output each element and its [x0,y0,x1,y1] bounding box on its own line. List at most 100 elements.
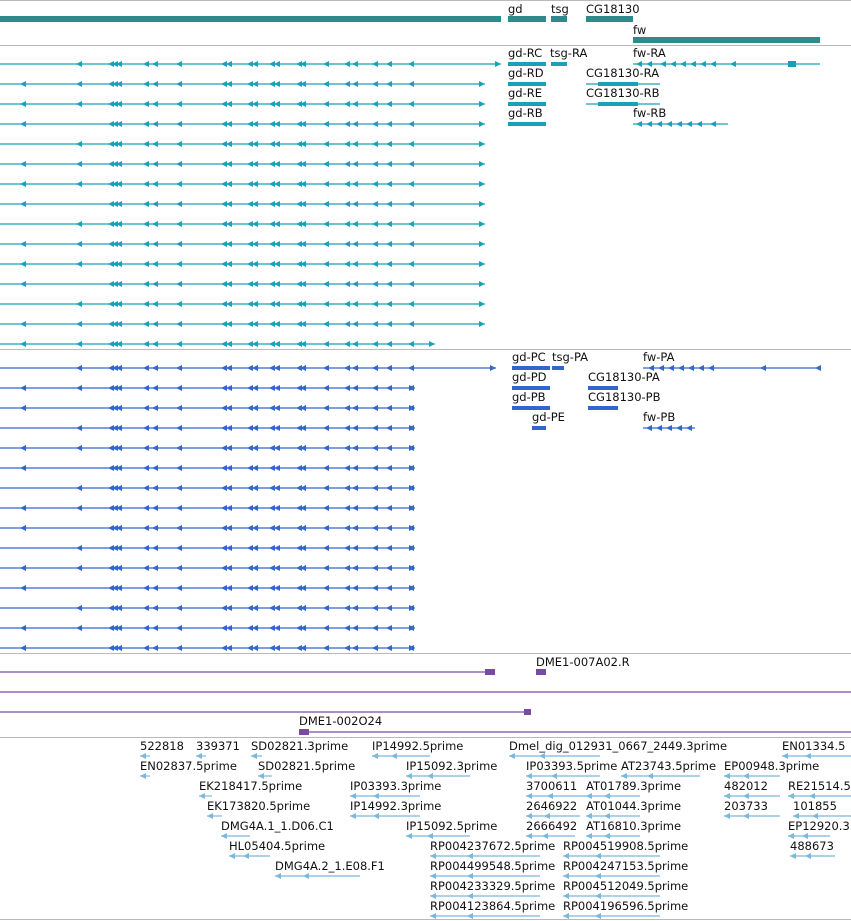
clone-label-dme1-002o24[interactable]: DME1-002O24 [299,714,383,728]
est-label[interactable]: IP03393.5prime [526,759,618,773]
est-label[interactable]: 488673 [790,839,834,853]
est-label[interactable]: 522818 [140,739,184,753]
est-label[interactable]: EN01334.5 [782,739,846,753]
est-label[interactable]: EP12920.3 [788,819,850,833]
est-label[interactable]: SD02821.5prime [258,759,356,773]
protein-label-gd-pe[interactable]: gd-PE [532,410,565,424]
strand-arrow [152,141,158,147]
strand-arrow [344,141,350,147]
est-label[interactable]: DMG4A.1_1.D06.C1 [221,819,334,833]
est-label[interactable]: AT01789.3prime [586,779,682,793]
transcript-label-gd-rd[interactable]: gd-RD [508,66,544,80]
est-label[interactable]: IP15092.3prime [406,759,498,773]
strand-arrow [352,61,358,67]
est-label[interactable]: 203733 [724,799,768,813]
strand-arrow [526,793,532,799]
strand-arrow [221,201,227,207]
est-label[interactable]: RP004519908.5prime [563,839,689,853]
strand-arrow [112,241,118,247]
strand-arrow [252,81,258,87]
strand-arrow [176,565,182,571]
exon-block [512,406,550,410]
protein-label-gd-pc[interactable]: gd-PC [512,350,546,364]
strand-arrow [676,121,682,127]
strand-arrow [274,121,280,127]
est-label[interactable]: 482012 [724,779,768,793]
strand-arrow [300,341,306,347]
est-label[interactable]: EN02837.5prime [140,759,237,773]
transcript-label-fw-rb[interactable]: fw-RB [633,106,667,120]
est-label[interactable]: 339371 [196,739,240,753]
est-label[interactable]: 3700611 [526,779,578,793]
protein-label-gd-pb[interactable]: gd-PB [512,390,546,404]
est-label[interactable]: 101855 [793,799,837,813]
transcript-label-fw-ra[interactable]: fw-RA [633,46,666,60]
est-label[interactable]: RP004196596.5prime [563,899,689,913]
strand-arrow [269,101,275,107]
est-label[interactable]: EP00948.3prime [724,759,820,773]
est-label[interactable]: HL05404.5prime [229,839,326,853]
strand-arrow [269,465,275,471]
transcript-label-tsg-ra[interactable]: tsg-RA [550,46,588,60]
strand-arrow [300,625,306,631]
est-label[interactable]: AT01044.3prime [586,799,682,813]
est-label[interactable]: 2646922 [526,799,578,813]
est-label[interactable]: RE21514.5 [788,779,851,793]
strand-arrow [495,61,501,67]
strand-arrow [116,341,122,347]
strand-arrow [199,793,205,799]
est-label[interactable]: IP14992.5prime [372,739,464,753]
est-label[interactable]: RP004499548.5prime [430,859,556,873]
strand-arrow [372,585,378,591]
strand-arrow [176,141,182,147]
est-label[interactable]: DMG4A.2_1.E08.F1 [275,859,385,873]
strand-arrow [226,341,232,347]
transcript-label-gd-re[interactable]: gd-RE [508,86,543,100]
gene-label-tsg[interactable]: tsg [551,2,569,16]
transcript-label-gd-rb[interactable]: gd-RB [508,106,543,120]
gene-label-cg18130[interactable]: CG18130 [586,2,640,16]
strand-arrow [636,121,642,127]
est-label[interactable]: SD02821.3prime [251,739,349,753]
strand-arrow [296,261,302,267]
transcript-label-cg18130-ra[interactable]: CG18130-RA [586,66,660,80]
strand-arrow [815,365,821,371]
strand-arrow [221,385,227,391]
protein-label-cg18130-pb[interactable]: CG18130-PB [588,390,661,404]
gene-label-gd[interactable]: gd [508,2,523,16]
transcript-label-gd-rc[interactable]: gd-RC [508,46,543,60]
est-label[interactable]: RP004237672.5prime [430,839,556,853]
transcript-label-cg18130-rb[interactable]: CG18130-RB [586,86,660,100]
strand-arrow [409,605,415,611]
strand-arrow [152,545,158,551]
strand-arrow [296,625,302,631]
strand-arrow [143,565,149,571]
protein-label-fw-pb[interactable]: fw-PB [643,410,676,424]
strand-arrow [247,141,253,147]
est-label[interactable]: EK173820.5prime [207,799,311,813]
est-label[interactable]: IP15092.5prime [406,819,498,833]
gene-label-fw[interactable]: fw [633,23,647,37]
est-label[interactable]: RP004123864.5prime [430,899,556,913]
strand-arrow [112,605,118,611]
est-label[interactable]: IP14992.3prime [350,799,442,813]
est-label[interactable]: RP004247153.5prime [563,859,689,873]
est-label[interactable]: IP03393.3prime [350,779,442,793]
est-label[interactable]: AT16810.3prime [586,819,682,833]
est-label[interactable]: RP004512049.5prime [563,879,689,893]
strand-arrow [20,201,26,207]
est-label[interactable]: EK218417.5prime [199,779,303,793]
protein-label-fw-pa[interactable]: fw-PA [643,350,675,364]
clone-label-dme1-007a02[interactable]: DME1-007A02.R [536,655,630,669]
est-label[interactable]: 2666492 [526,819,578,833]
strand-arrow [408,301,414,307]
est-label[interactable]: RP004233329.5prime [430,879,556,893]
est-label[interactable]: Dmel_dig_012931_0667_2449.3prime [509,739,728,753]
strand-arrow [269,181,275,187]
protein-label-cg18130-pa[interactable]: CG18130-PA [588,370,660,384]
est-label[interactable]: AT23743.5prime [621,759,717,773]
strand-arrow [544,813,550,819]
protein-label-tsg-pa[interactable]: tsg-PA [552,350,589,364]
protein-label-gd-pd[interactable]: gd-PD [512,370,547,384]
